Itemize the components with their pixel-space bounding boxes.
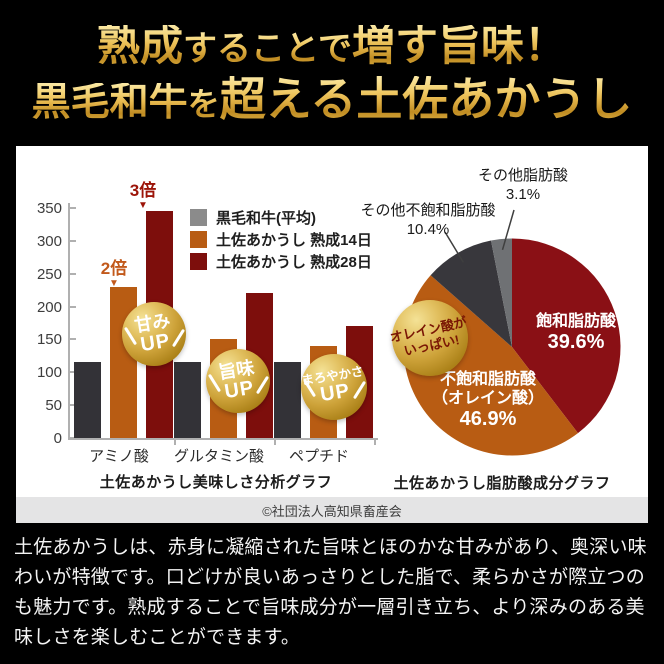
header-text-part: 増す旨味！ <box>351 20 567 71</box>
slice-label: その他脂肪酸 <box>477 167 568 184</box>
pie-chart: 飽和脂肪酸 39.6% 不飽和脂肪酸 （オレイン酸） 46.9% その他脂肪酸 … <box>16 146 648 497</box>
legend-label: 黒毛和牛(平均) <box>216 210 316 227</box>
bar-0-0 <box>74 362 101 438</box>
pie-label-unsaturated-fat: 不飽和脂肪酸 （オレイン酸） 46.9% <box>426 370 550 431</box>
legend-swatch-kuroge <box>190 209 207 226</box>
annotation-2x: 2倍 ▼ <box>88 260 140 289</box>
category-label: グルタミン酸 <box>173 448 264 465</box>
charts-panel: 0 50 100 150 200 250 300 350 アミノ酸 グルタミン酸 ペプチド 黒毛和牛… <box>16 146 648 497</box>
header-line-2: 黒毛和牛 を 超える土佐あかうし <box>32 76 633 122</box>
pie-label-other-fat: その他脂肪酸 3.1% <box>462 166 584 204</box>
legend-swatch-aged14 <box>190 231 207 248</box>
bar-0-2 <box>274 362 301 438</box>
category-label: ペプチド <box>288 448 349 465</box>
y-axis-tick <box>70 207 76 209</box>
badge-umami-up: 旨味 UP <box>206 349 270 413</box>
badge-text: UP <box>138 329 172 357</box>
legend-item-aged14: 土佐あかうし 熟成14日 <box>190 231 372 249</box>
legend-label: 土佐あかうし 熟成28日 <box>216 254 372 271</box>
header-banner: 熟成 することで 増す旨味！ 黒毛和牛 を 超える土佐あかうし <box>0 0 664 146</box>
badge-text: UP <box>318 379 352 407</box>
pie-chart-title: 土佐あかうし脂肪酸成分グラフ <box>393 475 611 492</box>
slice-percent: 10.4% <box>406 221 450 238</box>
description-section: 土佐あかうしは、赤身に凝縮された旨味とほのかな甘みがあり、奥深い味わいが特徴です… <box>14 533 652 653</box>
legend-label: 土佐あかうし 熟成14日 <box>216 232 372 249</box>
bar-0-1 <box>174 362 201 438</box>
badge-text: UP <box>222 376 256 404</box>
y-axis-tick <box>70 404 76 407</box>
y-axis-tick <box>70 437 76 439</box>
bar-chart-title: 土佐あかうし美味しさ分析グラフ <box>99 474 333 491</box>
badge-sweetness-up: 甘み UP <box>122 302 186 366</box>
y-axis-tick <box>70 272 76 275</box>
annotation-text: 3倍 <box>129 181 157 200</box>
header-text-part: 超える土佐あかうし <box>219 71 633 126</box>
y-axis-tick <box>70 239 76 242</box>
pie-slice-0 <box>512 238 621 434</box>
y-axis-line <box>68 203 70 440</box>
x-axis-tick <box>273 440 276 445</box>
bar-chart: 0 50 100 150 200 250 300 350 アミノ酸 グルタミン酸 ペプチド 黒毛和牛… <box>16 146 648 497</box>
header-text-part: を <box>187 84 220 123</box>
slice-label: 不飽和脂肪酸 <box>439 371 536 388</box>
y-axis-tick-label: 50 <box>45 397 62 415</box>
pie-slice-3 <box>490 238 512 347</box>
annotation-text: 2倍 <box>100 259 128 278</box>
header-text-part: することで <box>183 28 352 69</box>
header-text-part: 熟成 <box>97 20 183 71</box>
slice-percent: 46.9% <box>459 408 517 430</box>
leader-line <box>444 231 464 263</box>
annotation-3x: 3倍 ▼ <box>117 182 169 211</box>
y-axis-tick <box>70 371 76 374</box>
slice-percent: 39.6% <box>547 331 605 353</box>
badge-mellowness-up: まろやかさ UP <box>300 354 367 420</box>
x-axis-tick <box>373 440 376 445</box>
slice-label: 飽和脂肪酸 <box>535 313 616 330</box>
y-axis-tick-label: 150 <box>36 331 62 349</box>
y-axis-tick-label: 250 <box>36 265 62 283</box>
slice-percent: 3.1% <box>505 186 541 203</box>
pie-label-saturated-fat: 飽和脂肪酸 39.6% <box>515 312 637 354</box>
description-text: 土佐あかうしは、赤身に凝縮された旨味とほのかな甘みがあり、奥深い味わいが特徴です… <box>14 537 647 648</box>
header-text-part: 黒毛和牛 <box>31 78 188 125</box>
y-axis-tick-label: 200 <box>36 298 62 316</box>
credit-strip: ©社団法人高知県畜産会 <box>16 497 648 523</box>
slash-decoration-icon <box>171 328 186 348</box>
pie-label-other-unsaturated-fat: その他不飽和脂肪酸 10.4% <box>352 201 504 239</box>
legend-swatch-aged28 <box>190 253 207 270</box>
badge-oleic-acid-rich: オレイン酸が いっぱい! <box>389 300 468 376</box>
bar-chart-legend: 黒毛和牛(平均) 土佐あかうし 熟成14日 土佐あかうし 熟成28日 <box>190 209 372 271</box>
pie-slice-2 <box>430 240 512 347</box>
y-axis-tick-label: 350 <box>36 200 62 217</box>
leader-line <box>501 209 515 251</box>
y-axis-tick-label: 100 <box>36 364 62 382</box>
down-triangle-icon: ▼ <box>109 278 119 289</box>
y-axis-tick-label: 300 <box>36 232 62 250</box>
slice-label: （オレイン酸） <box>431 390 544 407</box>
header-line-1: 熟成 することで 増す旨味！ <box>97 20 567 71</box>
x-axis-line <box>68 438 378 440</box>
x-axis-tick <box>173 440 176 445</box>
down-triangle-icon: ▼ <box>138 200 148 211</box>
legend-item-aged28: 土佐あかうし 熟成28日 <box>190 253 372 271</box>
credit-text: ©社団法人高知県畜産会 <box>262 503 402 519</box>
y-axis-tick <box>70 338 76 341</box>
legend-item-kuroge: 黒毛和牛(平均) <box>190 209 372 227</box>
slice-label: その他不飽和脂肪酸 <box>360 202 496 219</box>
y-axis-tick-label: 0 <box>53 430 62 447</box>
y-axis-tick <box>70 305 76 308</box>
category-label: アミノ酸 <box>89 448 149 465</box>
slash-decoration-icon <box>255 375 270 395</box>
